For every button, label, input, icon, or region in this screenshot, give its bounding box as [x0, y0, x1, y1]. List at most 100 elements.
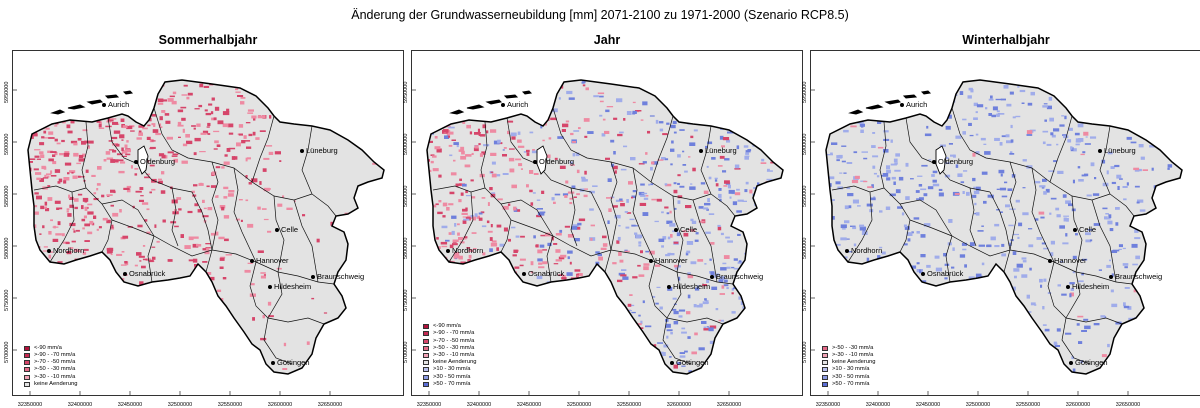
- legend-swatch: [423, 375, 429, 380]
- legend-item: >-50 - -30 mm/a: [822, 345, 876, 352]
- island: [523, 91, 531, 94]
- city-marker: [134, 160, 138, 164]
- city-label: Nordhorn: [53, 247, 84, 255]
- city-marker: [670, 361, 674, 365]
- legend-item: >-90 - -70 mm/a: [24, 352, 78, 359]
- y-tick-label: 5900000: [403, 134, 409, 155]
- city-marker: [271, 361, 275, 365]
- city-marker: [1048, 259, 1052, 263]
- y-tick-label: 5900000: [802, 134, 808, 155]
- legend-label: keine Aenderung: [832, 359, 876, 366]
- legend-item: >10 - 30 mm/a: [423, 366, 477, 373]
- x-tick-label: 32350000: [18, 402, 42, 408]
- legend-label: keine Aenderung: [34, 381, 78, 388]
- city-marker: [667, 285, 671, 289]
- city-label: Aurich: [507, 101, 528, 109]
- y-tick-label: 5800000: [802, 238, 808, 259]
- city-label: Nordhorn: [851, 247, 882, 255]
- city-marker: [845, 249, 849, 253]
- legend-swatch: [423, 331, 429, 336]
- y-tick-label: 5800000: [4, 238, 10, 259]
- y-tick-label: 5900000: [4, 134, 10, 155]
- legend-label: >-50 - -30 mm/a: [832, 345, 873, 352]
- legend-label: >30 - 50 mm/a: [832, 374, 870, 381]
- legend-label: <-90 mm/a: [433, 323, 461, 330]
- legend-label: >-90 - -70 mm/a: [34, 352, 75, 359]
- legend-swatch: [822, 367, 828, 372]
- city-label: Hannover: [655, 257, 688, 265]
- x-tick-label: 32650000: [717, 402, 741, 408]
- city-marker: [311, 275, 315, 279]
- city-label: Hannover: [1054, 257, 1087, 265]
- legend-item: >10 - 30 mm/a: [822, 366, 876, 373]
- city-marker: [932, 160, 936, 164]
- legend-label: >-30 - -10 mm/a: [34, 374, 75, 381]
- legend-swatch: [423, 324, 429, 329]
- city-marker: [1069, 361, 1073, 365]
- island: [106, 95, 118, 98]
- city-label: Braunschweig: [1115, 273, 1162, 281]
- city-label: Nordhorn: [452, 247, 483, 255]
- legend-label: keine Aenderung: [433, 359, 477, 366]
- legend-swatch: [423, 353, 429, 358]
- x-tick-label: 32450000: [517, 402, 541, 408]
- y-tick-label: 5700000: [403, 342, 409, 363]
- city-marker: [1109, 275, 1113, 279]
- city-marker: [1098, 149, 1102, 153]
- legend-label: <-90 mm/a: [34, 345, 62, 352]
- legend-swatch: [822, 360, 828, 365]
- legend-label: >10 - 30 mm/a: [832, 366, 870, 373]
- legend-item: >-50 - -30 mm/a: [423, 345, 477, 352]
- city-label: Oldenburg: [938, 158, 973, 166]
- legend-swatch: [822, 375, 828, 380]
- legend-item: keine Aenderung: [423, 359, 477, 366]
- city-marker: [47, 249, 51, 253]
- city-label: Lüneburg: [1104, 147, 1136, 155]
- legend-label: >-90 - -70 mm/a: [433, 330, 474, 337]
- city-marker: [533, 160, 537, 164]
- city-label: Osnabrück: [528, 270, 564, 278]
- city-label: Celle: [1079, 226, 1096, 234]
- legend-label: >-70 - -50 mm/a: [433, 338, 474, 345]
- x-tick-label: 32550000: [617, 402, 641, 408]
- legend-item: >-30 - -10 mm/a: [822, 352, 876, 359]
- x-tick-label: 32600000: [1066, 402, 1090, 408]
- city-marker: [250, 259, 254, 263]
- legend-item: >-70 - -50 mm/a: [24, 359, 78, 366]
- y-tick-label: 5950000: [802, 82, 808, 103]
- island: [922, 91, 930, 94]
- city-marker: [649, 259, 653, 263]
- city-marker: [900, 103, 904, 107]
- legend-item: <-90 mm/a: [24, 345, 78, 352]
- legend-item: >50 - 70 mm/a: [423, 381, 477, 388]
- legend-label: >-30 - -10 mm/a: [433, 352, 474, 359]
- legend-label: >-50 - -30 mm/a: [34, 366, 75, 373]
- city-label: Lüneburg: [705, 147, 737, 155]
- city-marker: [501, 103, 505, 107]
- x-tick-label: 32400000: [866, 402, 890, 408]
- city-marker: [275, 228, 279, 232]
- panel-title: Winterhalbjahr: [810, 33, 1200, 47]
- city-label: Hannover: [256, 257, 289, 265]
- x-tick-label: 32500000: [567, 402, 591, 408]
- legend-swatch: [423, 367, 429, 372]
- legend-label: >50 - 70 mm/a: [832, 381, 870, 388]
- legend-item: >-30 - -10 mm/a: [423, 352, 477, 359]
- legend-swatch: [24, 353, 30, 358]
- legend-swatch: [423, 360, 429, 365]
- city-label: Lüneburg: [306, 147, 338, 155]
- y-tick-label: 5750000: [4, 290, 10, 311]
- legend-swatch: [24, 367, 30, 372]
- city-label: Celle: [680, 226, 697, 234]
- city-label: Braunschweig: [317, 273, 364, 281]
- y-tick-label: 5950000: [403, 82, 409, 103]
- y-tick-label: 5750000: [802, 290, 808, 311]
- city-label: Hildesheim: [673, 283, 710, 291]
- legend-swatch: [423, 346, 429, 351]
- legend-label: >10 - 30 mm/a: [433, 366, 471, 373]
- x-tick-label: 32500000: [168, 402, 192, 408]
- island: [505, 95, 517, 98]
